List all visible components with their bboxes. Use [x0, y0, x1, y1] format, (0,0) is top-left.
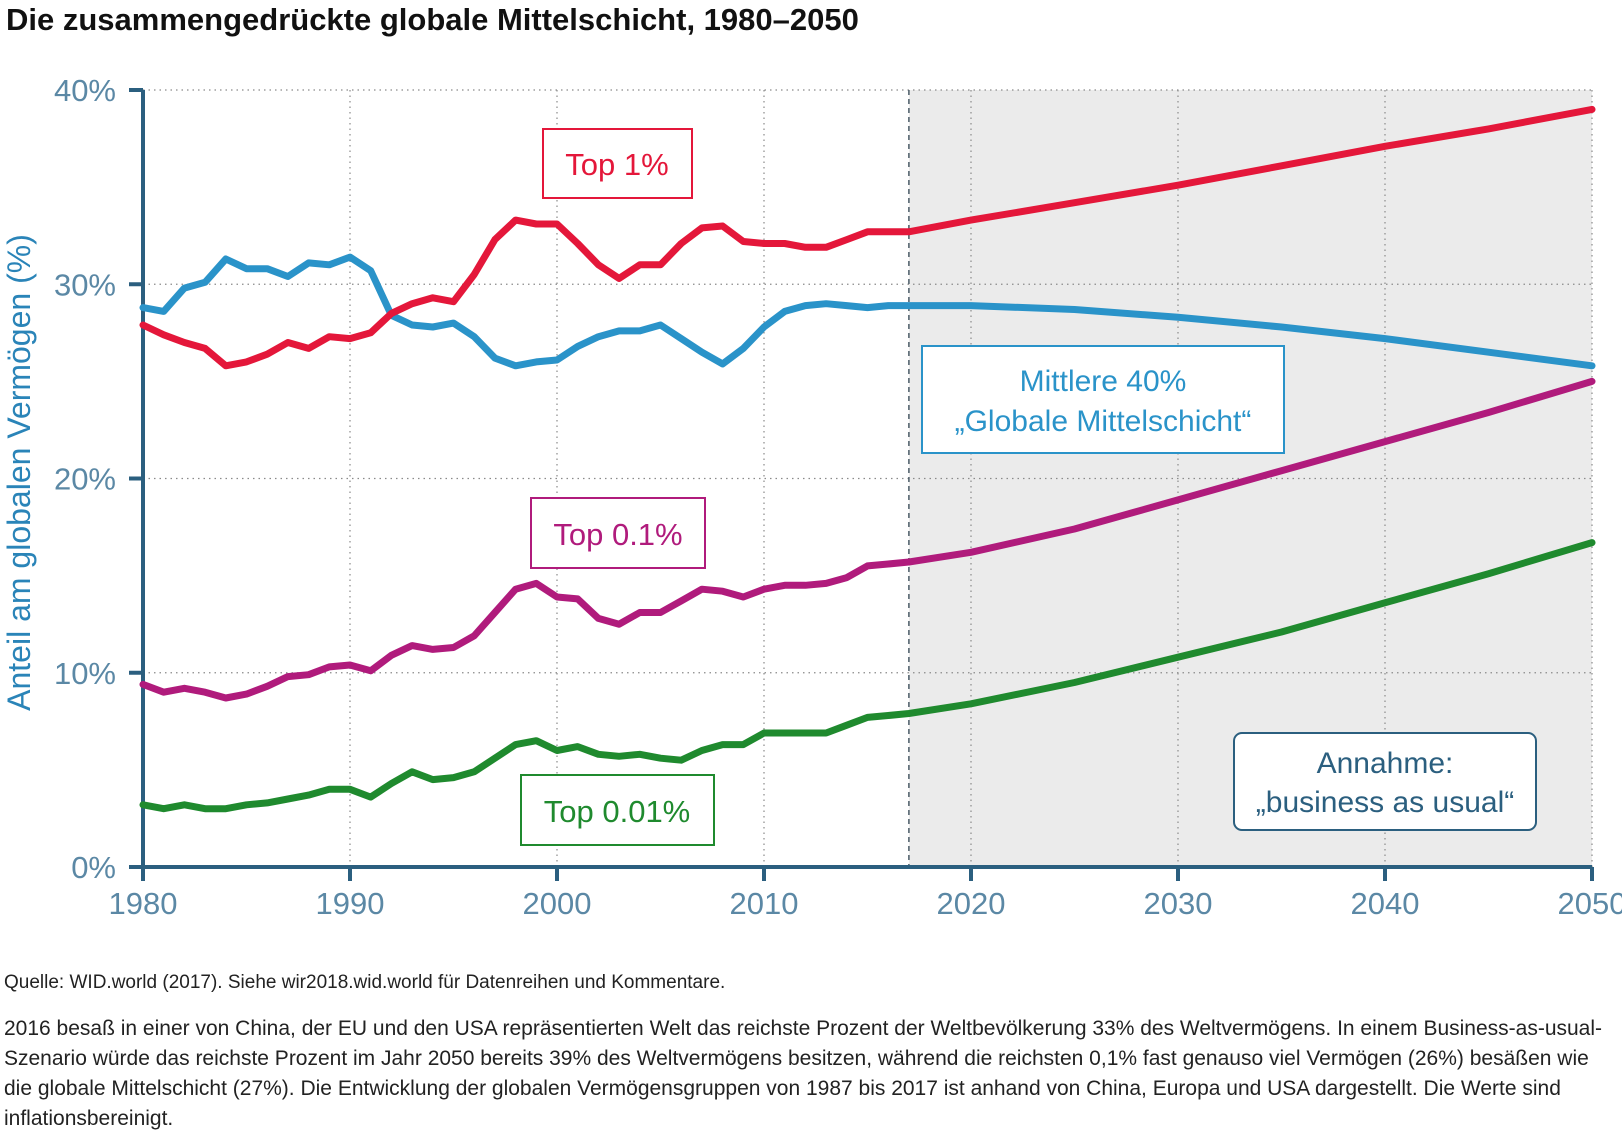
- label-middle40-line1: Mittlere 40%: [1020, 365, 1187, 398]
- x-tick-label: 2030: [1144, 886, 1213, 921]
- y-tick-label: 20%: [54, 462, 116, 497]
- x-tick-label: 1980: [109, 886, 178, 921]
- label-top01: Top 0.1%: [530, 497, 706, 569]
- wealth-share-chart: 0% 10% 20% 30% 40% 1980 1990 2000 2010 2020 2030 20…: [1, 73, 1622, 921]
- label-top001: Top 0.01%: [520, 774, 715, 846]
- label-top001-box: [520, 774, 715, 846]
- series-line-0: [139, 105, 1596, 370]
- y-axis-label: Anteil am globalen Vermögen (%): [1, 234, 37, 711]
- x-tick-label: 2010: [730, 886, 799, 921]
- label-top1-text: Top 1%: [565, 147, 668, 182]
- y-tick-label: 10%: [54, 656, 116, 691]
- y-tick-label: 0%: [71, 850, 116, 885]
- series-line-2: [139, 377, 1596, 702]
- tick-labels: 0% 10% 20% 30% 40% 1980 1990 2000 2010 2020 2030 20…: [54, 73, 1622, 921]
- y-tick-label: 40%: [54, 73, 116, 108]
- label-top1-box: [542, 128, 693, 199]
- label-middle40: Mittlere 40% „Globale Mittelschicht“: [921, 345, 1285, 454]
- x-tick-label: 2050: [1558, 886, 1622, 921]
- label-middle40-line2: „Globale Mittelschicht“: [955, 405, 1252, 438]
- data-series: [139, 105, 1596, 813]
- x-tick-label: 2000: [523, 886, 592, 921]
- label-top01-box: [530, 497, 706, 569]
- series-line-3: [139, 539, 1596, 813]
- label-top01-text: Top 0.1%: [553, 517, 682, 552]
- label-assumption-box: [1233, 732, 1537, 831]
- label-middle40-box: [921, 345, 1285, 454]
- source-note: Quelle: WID.world (2017). Siehe wir2018.…: [4, 972, 726, 993]
- label-assumption-line2: „business as usual“: [1256, 786, 1514, 819]
- x-tick-label: 2020: [937, 886, 1006, 921]
- x-tick-label: 1990: [316, 886, 385, 921]
- x-tick-label: 2040: [1351, 886, 1420, 921]
- chart-title: Die zusammengedrückte globale Mittelschi…: [6, 2, 859, 37]
- label-top001-text: Top 0.01%: [544, 794, 691, 829]
- label-assumption: Annahme: „business as usual“: [1233, 732, 1537, 831]
- label-top1: Top 1%: [542, 128, 693, 199]
- y-tick-label: 30%: [54, 267, 116, 302]
- label-assumption-line1: Annahme:: [1317, 747, 1454, 780]
- series-line-1: [139, 253, 1596, 370]
- caption-text: 2016 besaß in einer von China, der EU un…: [4, 1017, 1603, 1130]
